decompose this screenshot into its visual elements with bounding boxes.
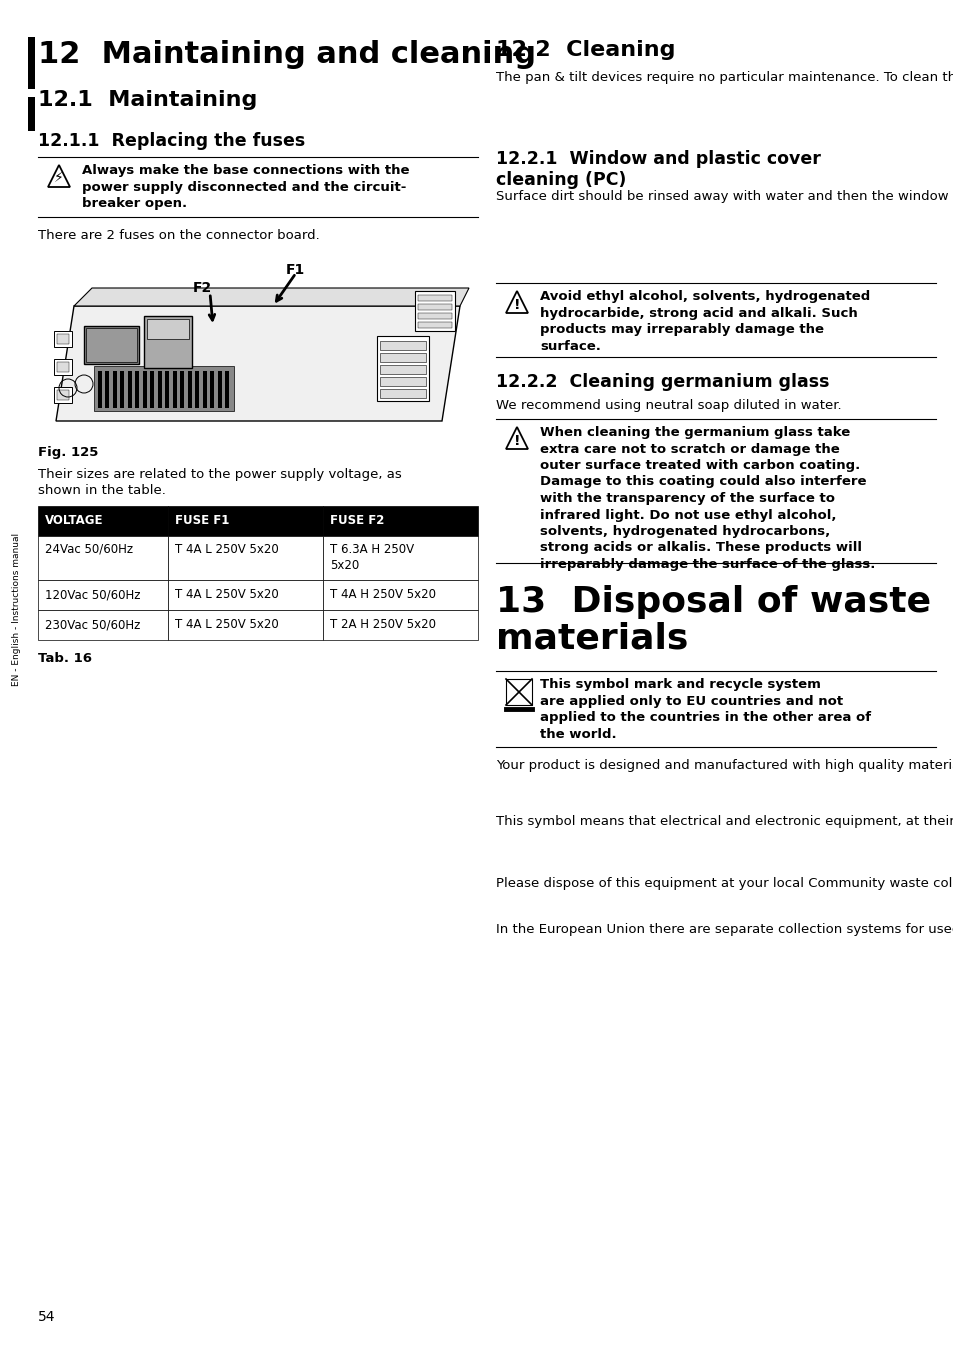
Bar	[106, 371, 110, 408]
Text: F1: F1	[286, 263, 305, 278]
Text: Their sizes are related to the power supply voltage, as: Their sizes are related to the power sup…	[38, 468, 401, 481]
Text: Always make the base connections with the
power supply disconnected and the circ: Always make the base connections with th…	[82, 164, 409, 210]
Text: Your product is designed and manufactured with high quality materials and compon: Your product is designed and manufacture…	[496, 760, 953, 772]
Text: Fig. 125: Fig. 125	[38, 445, 98, 459]
Text: When cleaning the germanium glass take
extra care not to scratch or damage the
o: When cleaning the germanium glass take e…	[539, 427, 875, 571]
Text: We recommend using neutral soap diluted in water.: We recommend using neutral soap diluted …	[496, 399, 841, 412]
Bar	[379, 341, 426, 349]
Bar	[180, 371, 184, 408]
Text: 230Vac 50/60Hz: 230Vac 50/60Hz	[45, 619, 140, 631]
Bar	[98, 371, 102, 408]
Bar	[417, 322, 452, 328]
Bar	[168, 536, 323, 580]
Polygon shape	[56, 306, 459, 421]
Bar	[120, 371, 125, 408]
Bar	[158, 371, 162, 408]
Text: 12.2.2  Cleaning germanium glass: 12.2.2 Cleaning germanium glass	[496, 372, 828, 391]
Text: T 2A H 250V 5x20: T 2A H 250V 5x20	[330, 619, 436, 631]
Bar	[54, 387, 71, 403]
Text: 12  Maintaining and cleaning: 12 Maintaining and cleaning	[38, 41, 536, 69]
Text: This symbol mark and recycle system
are applied only to EU countries and not
app: This symbol mark and recycle system are …	[539, 678, 870, 741]
Bar	[143, 371, 147, 408]
Bar	[151, 371, 154, 408]
Bar	[505, 678, 532, 705]
Bar	[168, 611, 323, 640]
Bar	[86, 328, 137, 362]
Text: shown in the table.: shown in the table.	[38, 483, 166, 497]
Text: 12.1  Maintaining: 12.1 Maintaining	[38, 89, 257, 110]
Bar	[165, 371, 170, 408]
Bar	[38, 506, 168, 536]
Polygon shape	[74, 288, 469, 306]
Bar	[211, 371, 214, 408]
Text: FUSE F1: FUSE F1	[174, 515, 229, 528]
Text: FUSE F2: FUSE F2	[330, 515, 384, 528]
Bar	[94, 366, 233, 412]
Bar	[379, 376, 426, 386]
Text: 13  Disposal of waste
materials: 13 Disposal of waste materials	[496, 585, 930, 655]
Bar	[38, 611, 168, 640]
Text: Tab. 16: Tab. 16	[38, 653, 91, 665]
Bar	[379, 389, 426, 398]
Text: Please dispose of this equipment at your local Community waste collection or Rec: Please dispose of this equipment at your…	[496, 877, 953, 890]
Bar	[323, 611, 477, 640]
Bar	[135, 371, 139, 408]
Bar	[147, 320, 189, 338]
Text: T 4A L 250V 5x20: T 4A L 250V 5x20	[174, 619, 278, 631]
Bar	[417, 295, 452, 301]
Text: VOLTAGE: VOLTAGE	[45, 515, 103, 528]
Text: !: !	[514, 298, 519, 311]
Bar	[323, 580, 477, 611]
Text: 12.1.1  Replacing the fuses: 12.1.1 Replacing the fuses	[38, 131, 305, 150]
Bar	[128, 371, 132, 408]
Bar	[38, 536, 168, 580]
Bar	[28, 97, 35, 131]
Bar	[57, 390, 69, 399]
Text: The pan & tilt devices require no particular maintenance. To clean the device us: The pan & tilt devices require no partic…	[496, 70, 953, 84]
Bar	[57, 362, 69, 372]
Bar	[144, 315, 192, 368]
Bar	[54, 330, 71, 347]
Bar	[188, 371, 192, 408]
Bar	[203, 371, 207, 408]
Bar	[38, 580, 168, 611]
Bar	[218, 371, 222, 408]
Bar	[417, 313, 452, 320]
Text: T 4A H 250V 5x20: T 4A H 250V 5x20	[330, 589, 436, 601]
Bar	[54, 359, 71, 375]
Bar	[168, 580, 323, 611]
Text: T 4A L 250V 5x20: T 4A L 250V 5x20	[174, 589, 278, 601]
Text: Avoid ethyl alcohol, solvents, hydrogenated
hydrocarbide, strong acid and alkali: Avoid ethyl alcohol, solvents, hydrogena…	[539, 290, 869, 352]
Text: F2: F2	[193, 282, 212, 295]
Text: This symbol means that electrical and electronic equipment, at their end-of-life: This symbol means that electrical and el…	[496, 815, 953, 829]
Bar	[28, 37, 35, 89]
Text: ⚡: ⚡	[54, 172, 64, 185]
Text: Surface dirt should be rinsed away with water and then the window cleaned with a: Surface dirt should be rinsed away with …	[496, 190, 953, 203]
Text: T 4A L 250V 5x20: T 4A L 250V 5x20	[174, 543, 278, 556]
Text: There are 2 fuses on the connector board.: There are 2 fuses on the connector board…	[38, 229, 319, 242]
Bar	[323, 506, 477, 536]
Bar	[417, 305, 452, 310]
Text: 12.2.1  Window and plastic cover
cleaning (PC): 12.2.1 Window and plastic cover cleaning…	[496, 150, 820, 188]
Text: 120Vac 50/60Hz: 120Vac 50/60Hz	[45, 589, 140, 601]
Text: T 6.3A H 250V
5x20: T 6.3A H 250V 5x20	[330, 543, 414, 571]
Text: 12.2  Cleaning: 12.2 Cleaning	[496, 41, 675, 60]
Bar	[323, 536, 477, 580]
Bar	[225, 371, 230, 408]
Text: In the European Union there are separate collection systems for used electrical : In the European Union there are separate…	[496, 923, 953, 936]
Bar	[84, 326, 139, 364]
Bar	[376, 336, 429, 401]
Bar	[379, 353, 426, 362]
Text: 54: 54	[38, 1311, 55, 1324]
Bar	[168, 506, 323, 536]
Bar	[172, 371, 177, 408]
Text: !: !	[514, 433, 519, 448]
Text: EN - English - Instructions manual: EN - English - Instructions manual	[12, 532, 22, 686]
Bar	[195, 371, 199, 408]
Text: 24Vac 50/60Hz: 24Vac 50/60Hz	[45, 543, 133, 556]
Bar	[415, 291, 455, 330]
Bar	[112, 371, 117, 408]
Bar	[379, 366, 426, 374]
Bar	[57, 334, 69, 344]
